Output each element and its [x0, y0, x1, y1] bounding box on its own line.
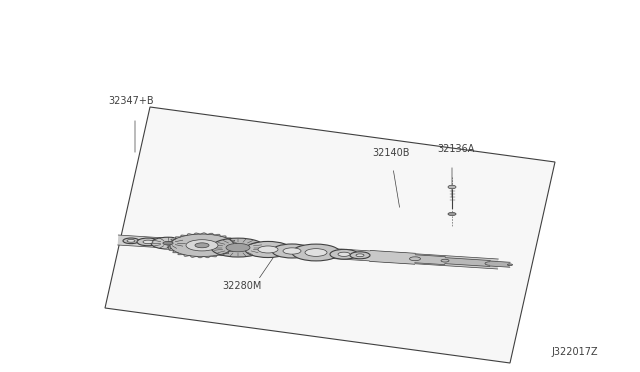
Ellipse shape: [410, 257, 420, 261]
Polygon shape: [415, 255, 445, 264]
Ellipse shape: [245, 241, 291, 257]
Ellipse shape: [356, 254, 364, 257]
Ellipse shape: [123, 238, 139, 244]
Polygon shape: [118, 235, 499, 269]
Ellipse shape: [448, 185, 456, 189]
Text: 32280M: 32280M: [222, 281, 261, 291]
Ellipse shape: [292, 244, 340, 261]
Text: 32136A: 32136A: [437, 144, 474, 154]
Ellipse shape: [497, 263, 504, 265]
Ellipse shape: [137, 238, 159, 246]
Polygon shape: [105, 107, 555, 363]
Ellipse shape: [163, 241, 173, 245]
Ellipse shape: [305, 248, 327, 256]
Polygon shape: [166, 233, 237, 258]
Ellipse shape: [448, 212, 456, 216]
Ellipse shape: [283, 248, 301, 254]
Polygon shape: [445, 258, 490, 266]
Text: 32140B: 32140B: [372, 148, 410, 158]
Text: J322017Z: J322017Z: [552, 347, 598, 357]
Ellipse shape: [127, 240, 135, 242]
Ellipse shape: [338, 252, 350, 256]
Ellipse shape: [508, 264, 513, 266]
Polygon shape: [490, 261, 510, 267]
Text: 32347+B: 32347+B: [108, 96, 154, 106]
Ellipse shape: [211, 238, 265, 257]
Ellipse shape: [195, 243, 209, 248]
Ellipse shape: [485, 262, 495, 265]
Ellipse shape: [441, 259, 449, 262]
Ellipse shape: [151, 237, 185, 249]
Ellipse shape: [258, 246, 278, 253]
Ellipse shape: [186, 240, 218, 251]
Ellipse shape: [330, 249, 358, 259]
Polygon shape: [370, 250, 415, 264]
Ellipse shape: [143, 240, 153, 244]
Ellipse shape: [272, 244, 312, 258]
Ellipse shape: [226, 243, 250, 252]
Ellipse shape: [350, 252, 370, 259]
